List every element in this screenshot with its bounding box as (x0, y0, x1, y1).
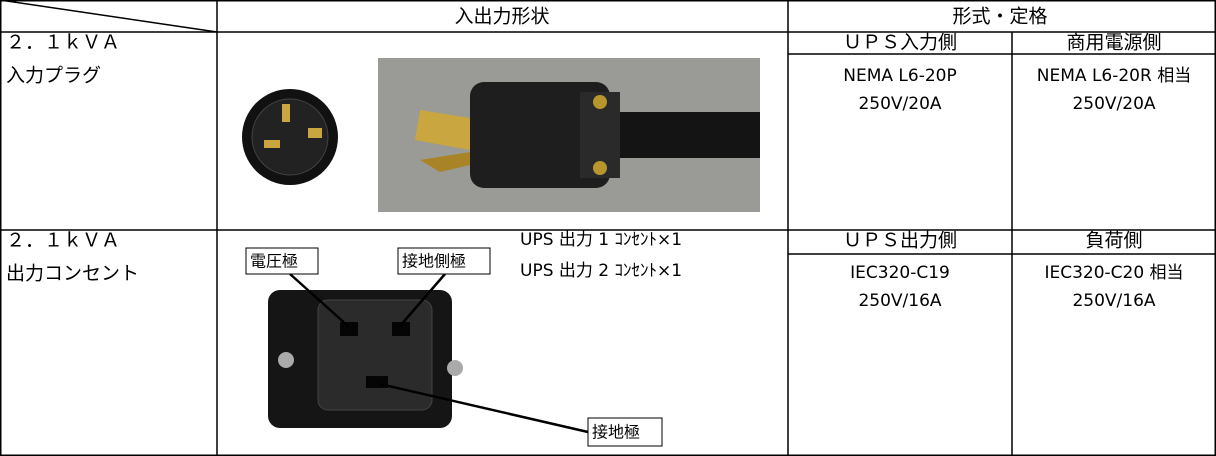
spec-value: 250V/20A (1072, 94, 1155, 114)
spec-header: 商用電源側 (1066, 32, 1161, 54)
row-label: ２．１ｋＶＡ (6, 32, 120, 54)
row-label: 出力コンセント (6, 263, 139, 285)
spec-header: 負荷側 (1085, 230, 1142, 252)
outlet-photo (268, 290, 463, 428)
callout-lines (289, 273, 589, 434)
callout: 接地極 (592, 423, 640, 442)
column-header: 形式・定格 (952, 6, 1047, 28)
callout-box (397, 247, 491, 275)
callout: 電圧極 (250, 252, 298, 271)
spec-value: IEC320-C20 相当 (1044, 263, 1183, 283)
spec-value: NEMA L6-20P (843, 66, 956, 86)
plug-side-photo (378, 58, 760, 212)
plug-face-photo (242, 89, 338, 185)
spec-value: 250V/16A (1072, 291, 1155, 311)
callout-box (245, 247, 319, 275)
spec-value: NEMA L6-20R 相当 (1037, 66, 1191, 86)
spec-value: IEC320-C19 (850, 263, 950, 283)
column-header: 入出力形状 (454, 6, 549, 28)
callout-box (587, 417, 663, 447)
row-label: 入力プラグ (6, 65, 101, 87)
outlet-note: UPS 出力 2 ｺﾝｾﾝﾄ×1 (520, 261, 682, 281)
spec-value: 250V/20A (858, 94, 941, 114)
spec-header: ＵＰＳ入力側 (843, 32, 957, 54)
outlet-note: UPS 出力 1 ｺﾝｾﾝﾄ×1 (520, 230, 682, 250)
spec-header: ＵＰＳ出力側 (843, 230, 957, 252)
callout: 接地側極 (402, 252, 466, 271)
row-label: ２．１ｋＶＡ (6, 230, 120, 252)
spec-value: 250V/16A (858, 291, 941, 311)
